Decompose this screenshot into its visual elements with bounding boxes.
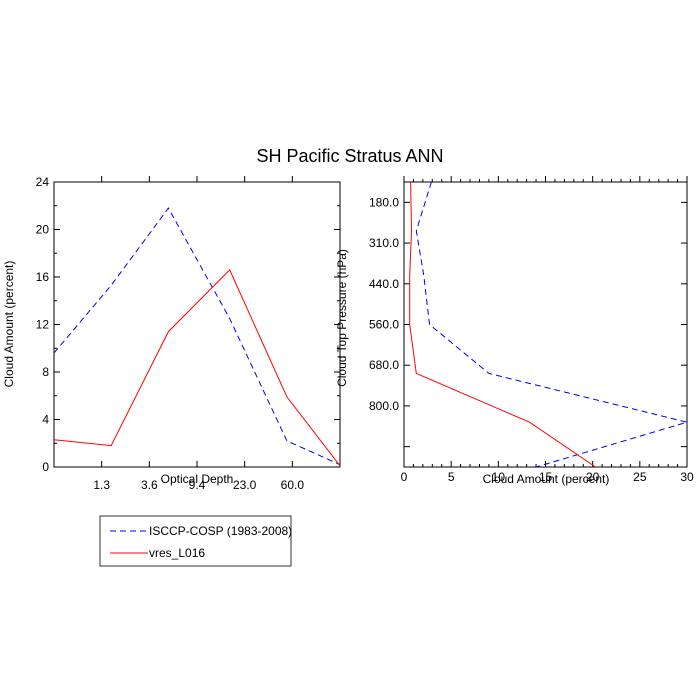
right-x-axis-title: Cloud Amount (percent) [483, 472, 610, 486]
left-y-tick-label: 16 [36, 270, 50, 284]
legend-label-model: vres_L016 [149, 546, 205, 560]
right-x-tick-label: 20 [586, 470, 600, 484]
left-y-tick-label: 4 [42, 413, 49, 427]
left-x-tick-label: 1.3 [93, 478, 110, 492]
right-x-tick-label: 10 [492, 470, 506, 484]
legend: ISCCP-COSP (1983-2008) vres_L016 [99, 515, 292, 567]
right-y-tick-label: 180.0 [369, 195, 399, 209]
left-x-tick-label: 23.0 [233, 478, 257, 492]
right-plot-frame [403, 181, 688, 468]
left-panel: 0 4 8 12 16 20 24 1.3 3.6 9.4 23.0 60.0 Optical Dep… [2, 175, 341, 492]
left-y-axis-title: Cloud Amount (percent) [2, 261, 16, 388]
left-series-line [53, 207, 341, 466]
left-plot-frame [53, 181, 341, 468]
right-series-line [415, 181, 689, 468]
right-y-tick-label: 560.0 [369, 318, 399, 332]
legend-box [99, 515, 292, 567]
right-x-tick-label: 15 [539, 470, 553, 484]
right-y-axis-title: Cloud Top Pressure (hPa) [335, 249, 349, 387]
right-y-tick-label: 680.0 [369, 358, 399, 372]
left-y-tick-label: 24 [36, 175, 50, 189]
left-y-tick-label: 0 [42, 460, 49, 474]
figure-title: SH Pacific Stratus ANN [256, 146, 443, 166]
right-x-tick-label: 25 [633, 470, 647, 484]
right-y-tick-label: 440.0 [369, 277, 399, 291]
right-x-tick-label: 30 [680, 470, 694, 484]
right-x-tick-label: 0 [401, 470, 408, 484]
left-x-tick-label: 60.0 [281, 478, 305, 492]
left-x-tick-label: 3.6 [141, 478, 158, 492]
right-x-tick-label: 5 [448, 470, 455, 484]
right-panel: 0 5 10 15 20 25 30 180.0 310.0 440.0 560.0 680.0 800… [335, 176, 694, 486]
left-y-tick-label: 8 [42, 365, 49, 379]
left-y-tick-label: 12 [36, 318, 50, 332]
left-series-line [53, 269, 341, 467]
left-x-axis-title: Optical Depth [161, 472, 234, 486]
left-y-tick-label: 20 [36, 223, 50, 237]
legend-label-isccp: ISCCP-COSP (1983-2008) [149, 524, 292, 538]
right-y-tick-label: 310.0 [369, 236, 399, 250]
right-y-tick-label: 800.0 [369, 399, 399, 413]
left-x-tick-label: 9.4 [189, 478, 206, 492]
right-series-line [409, 181, 596, 468]
